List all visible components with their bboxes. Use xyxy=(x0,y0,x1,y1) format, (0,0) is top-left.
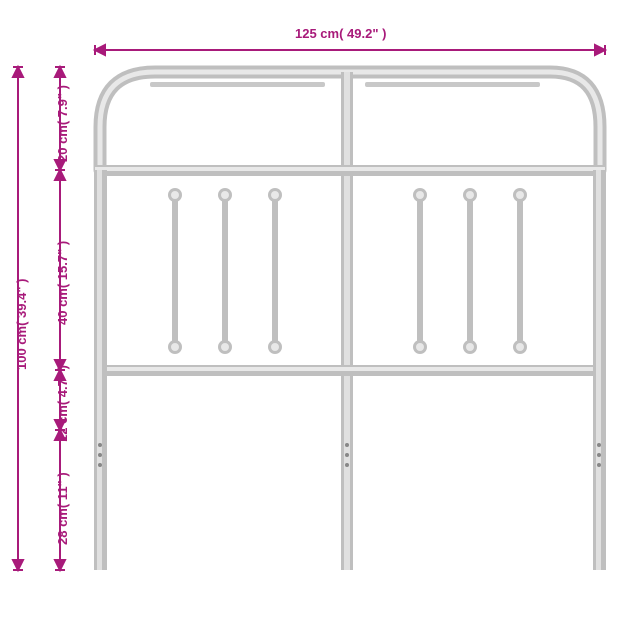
diagram-canvas: 125 cm( 49.2" ) 100 cm( 39.4" ) 20 cm( 7… xyxy=(0,0,620,620)
label-leg-28: 28 cm( 11" ) xyxy=(55,472,70,545)
label-width: 125 cm( 49.2" ) xyxy=(295,26,386,41)
label-lower-12: 12 cm( 4.7" ) xyxy=(55,365,70,442)
label-upper-20: 20 cm( 7.9" ) xyxy=(55,85,70,162)
product-svg xyxy=(0,0,620,620)
label-mid-40: 40 cm( 15.7" ) xyxy=(55,241,70,325)
label-total-height: 100 cm( 39.4" ) xyxy=(14,279,29,370)
